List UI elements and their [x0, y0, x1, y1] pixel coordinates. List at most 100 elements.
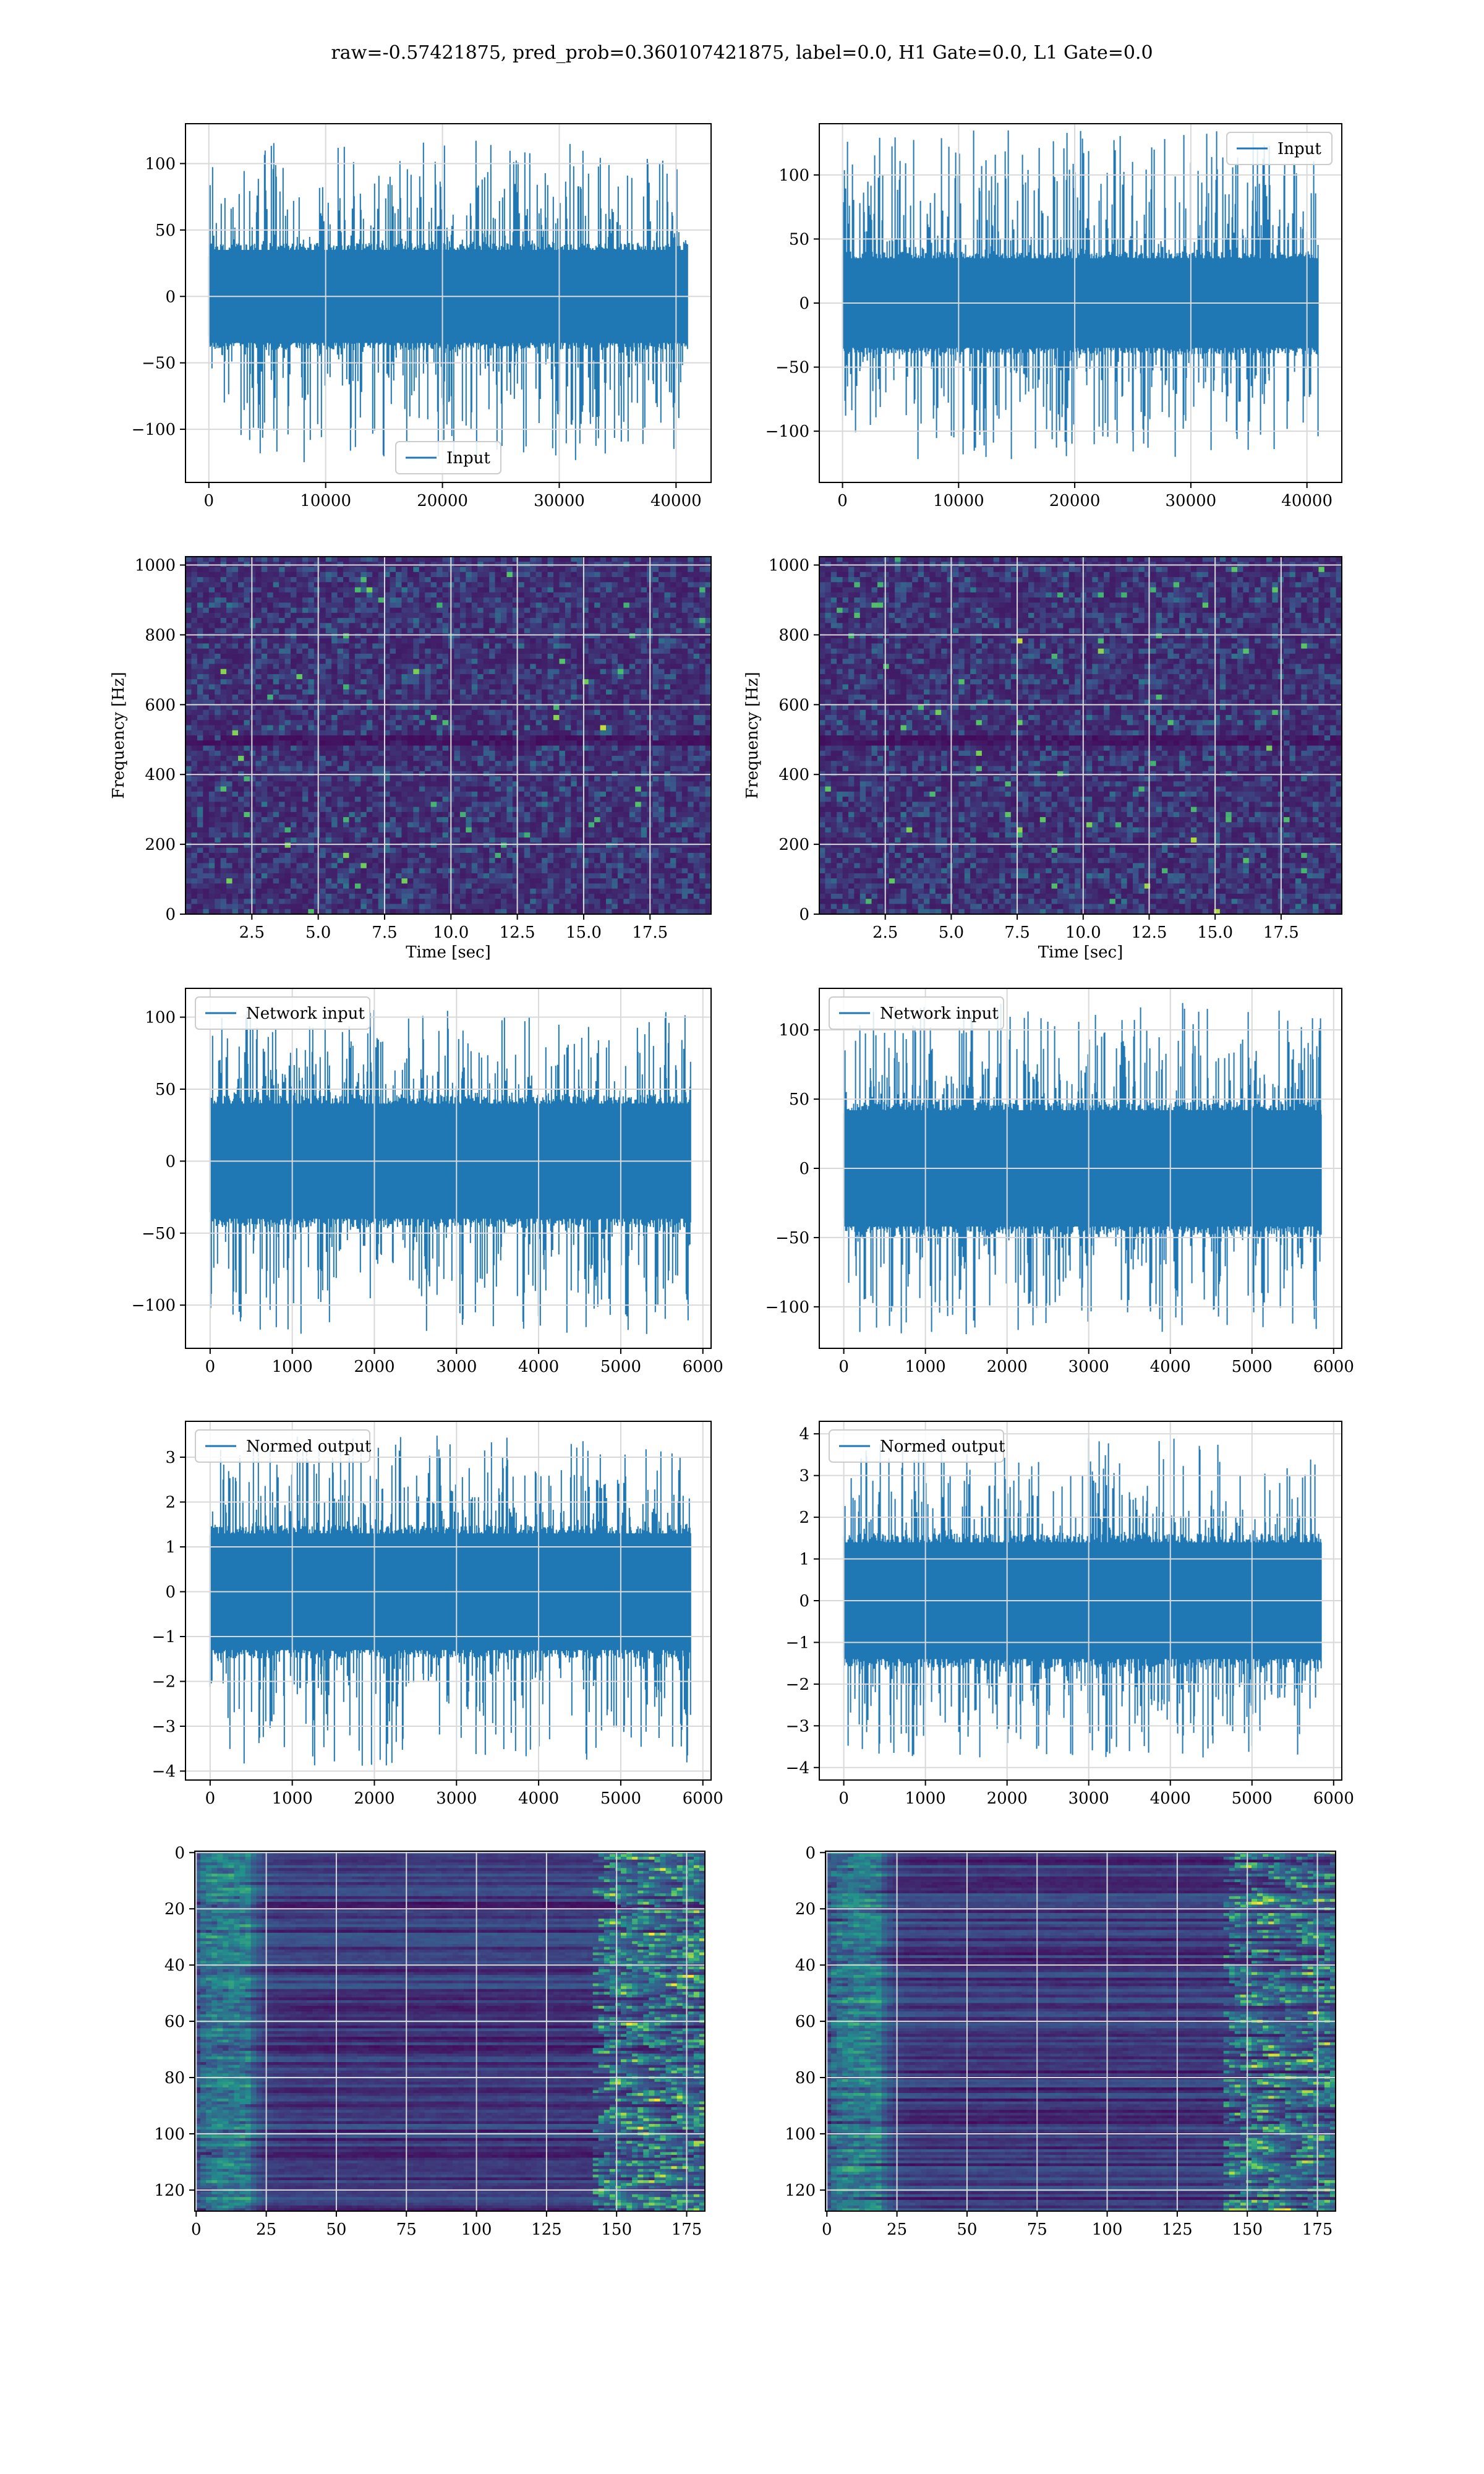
y-tick-label: −4	[786, 1759, 809, 1778]
y-tick-label: 0	[165, 288, 176, 306]
x-tick-label: 0	[838, 1789, 849, 1808]
y-tick-label: 0	[799, 905, 809, 924]
x-tick-label: 25	[887, 2220, 907, 2239]
x-tick-label: 5.0	[939, 923, 964, 942]
y-tick-label: 0	[165, 1152, 176, 1171]
legend-box	[195, 1429, 370, 1463]
subplot-r3c0: 0 1000 2000 3000 4000 5000 6000 −4 −3 −2 −1 0 1 2 3 Nor…	[152, 1421, 723, 1808]
x-tick-label: 4000	[518, 1789, 559, 1808]
x-tick-label: 3000	[1068, 1789, 1109, 1808]
y-tick-label: 0	[799, 1160, 809, 1178]
x-tick-label: 40000	[1281, 492, 1333, 510]
y-tick-label: 200	[145, 836, 176, 854]
x-tick-label: 0	[837, 492, 848, 510]
axes-frame	[185, 1421, 712, 1781]
subplot-r4c0: 0 25 50 75 100 125 150 175 0 20 40 60 80 100 120	[154, 1844, 706, 2239]
x-tick-label: 6000	[683, 1358, 723, 1376]
y-tick-label: 3	[799, 1467, 809, 1486]
x-tick-label: 2000	[354, 1358, 394, 1376]
x-tick-label: 3000	[436, 1789, 477, 1808]
axes-frame	[819, 556, 1342, 915]
x-tick-label: 75	[396, 2220, 417, 2239]
y-tick-label: 60	[795, 2013, 816, 2031]
x-tick-label: 4000	[1150, 1789, 1191, 1808]
y-tick-label: −3	[152, 1718, 176, 1736]
y-tick-label: 100	[154, 2125, 185, 2144]
legend-label: Network input	[246, 1004, 365, 1023]
plot-area	[819, 124, 1342, 482]
y-tick-label: 100	[778, 1021, 809, 1040]
x-tick-label: 15.0	[1197, 923, 1233, 942]
x-tick-label: 15.0	[566, 923, 602, 942]
x-tick-label: 25	[256, 2220, 276, 2239]
y-tick-label: 0	[165, 905, 176, 924]
x-tick-label: 5000	[600, 1358, 641, 1376]
y-tick-label: 400	[778, 766, 809, 784]
x-tick-label: 30000	[534, 492, 585, 510]
legend: Input	[395, 441, 501, 474]
x-tick-label: 2000	[987, 1358, 1028, 1376]
y-tick-label: 50	[155, 1081, 176, 1099]
legend: Network input	[195, 996, 370, 1030]
y-tick-label: 2	[165, 1494, 176, 1512]
x-tick-label: 20000	[417, 492, 468, 510]
y-tick-label: 1	[165, 1538, 176, 1557]
y-tick-label: 100	[145, 155, 176, 173]
y-tick-label: 600	[778, 696, 809, 714]
legend-box	[395, 441, 501, 474]
x-tick-label: 2000	[987, 1789, 1028, 1808]
legend-box	[829, 1429, 1004, 1463]
x-tick-label: 30000	[1166, 492, 1217, 510]
x-tick-label: 100	[1092, 2220, 1123, 2239]
axes-frame	[825, 1851, 1336, 2212]
x-tick-label: 5.0	[305, 923, 331, 942]
subplot-r3c1: 0 1000 2000 3000 4000 5000 6000 −4 −3 −2 −1 0 1 2 3 4 No…	[786, 1421, 1354, 1808]
x-tick-label: 10000	[933, 492, 984, 510]
y-axis-label: Frequency [Hz]	[109, 672, 128, 799]
x-tick-label: 175	[672, 2220, 702, 2239]
y-tick-label: 2	[799, 1509, 809, 1527]
x-tick-label: 6000	[1313, 1789, 1354, 1808]
x-tick-label: 2.5	[872, 923, 898, 942]
x-tick-label: 175	[1302, 2220, 1333, 2239]
y-tick-label: 600	[145, 696, 176, 714]
x-tick-label: 2.5	[239, 923, 265, 942]
y-tick-label: −100	[765, 1298, 809, 1317]
plot-area	[819, 1421, 1342, 1780]
x-tick-label: 12.5	[500, 923, 535, 942]
y-tick-label: 0	[805, 1844, 816, 1862]
y-tick-label: 400	[145, 766, 176, 784]
y-tick-label: 40	[164, 1956, 185, 1975]
legend-label: Normed output	[880, 1437, 1005, 1456]
x-tick-label: 12.5	[1132, 923, 1167, 942]
plot-area	[186, 1421, 711, 1780]
y-tick-label: −50	[775, 1229, 809, 1248]
y-tick-label: 50	[155, 221, 176, 240]
y-tick-label: 1000	[135, 557, 176, 575]
x-axis-label: Time [sec]	[1038, 943, 1124, 962]
y-tick-label: 100	[785, 2125, 816, 2144]
y-tick-label: −2	[786, 1676, 809, 1694]
plot-area	[186, 988, 711, 1348]
x-tick-label: 4000	[518, 1358, 559, 1376]
x-tick-label: 10000	[300, 492, 351, 510]
x-axis-label: Time [sec]	[406, 943, 491, 962]
x-tick-label: 5000	[600, 1789, 641, 1808]
x-tick-label: 20000	[1049, 492, 1101, 510]
y-tick-label: 100	[145, 1009, 176, 1027]
axes-frame	[194, 1851, 706, 2212]
subplot-r1c1: 2.5 5.0 7.5 10.0 12.5 15.0 17.5 0 200 400 600 800 10…	[743, 556, 1342, 962]
y-tick-label: −1	[152, 1628, 176, 1646]
x-tick-label: 3000	[436, 1358, 477, 1376]
y-tick-label: 800	[145, 626, 176, 644]
x-tick-label: 0	[822, 2220, 832, 2239]
x-tick-label: 100	[461, 2220, 492, 2239]
y-tick-label: 20	[164, 1900, 185, 1919]
y-tick-label: 800	[778, 626, 809, 644]
subplot-r1c0: 2.5 5.0 7.5 10.0 12.5 15.0 17.5 0 200 400 600 800 10…	[109, 556, 712, 962]
legend: Normed output	[829, 1429, 1005, 1463]
plot-area	[186, 124, 711, 482]
x-tick-label: 10.0	[1065, 923, 1101, 942]
y-tick-label: 4	[799, 1425, 809, 1444]
x-tick-label: 50	[957, 2220, 977, 2239]
